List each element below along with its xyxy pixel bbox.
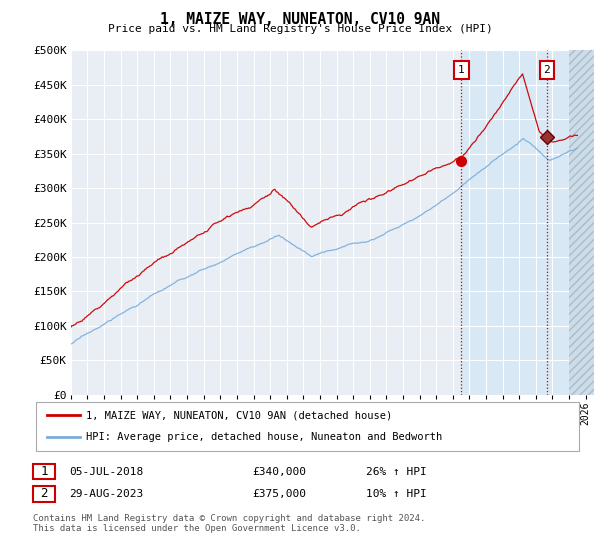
Text: 2: 2: [40, 487, 47, 501]
Text: 1: 1: [40, 465, 47, 478]
Text: 29-AUG-2023: 29-AUG-2023: [70, 489, 144, 499]
Text: Contains HM Land Registry data © Crown copyright and database right 2024.
This d: Contains HM Land Registry data © Crown c…: [33, 514, 425, 533]
Text: 05-JUL-2018: 05-JUL-2018: [70, 466, 144, 477]
Text: HPI: Average price, detached house, Nuneaton and Bedworth: HPI: Average price, detached house, Nune…: [86, 432, 442, 442]
Text: £340,000: £340,000: [252, 466, 306, 477]
Text: 26% ↑ HPI: 26% ↑ HPI: [366, 466, 427, 477]
Text: 1, MAIZE WAY, NUNEATON, CV10 9AN: 1, MAIZE WAY, NUNEATON, CV10 9AN: [160, 12, 440, 27]
Text: 10% ↑ HPI: 10% ↑ HPI: [366, 489, 427, 499]
Bar: [569, 50, 594, 395]
Text: Price paid vs. HM Land Registry's House Price Index (HPI): Price paid vs. HM Land Registry's House …: [107, 24, 493, 34]
Text: 1: 1: [458, 65, 465, 74]
Text: 2: 2: [544, 65, 550, 74]
Bar: [461, 50, 569, 395]
Text: £375,000: £375,000: [252, 489, 306, 499]
Text: 1, MAIZE WAY, NUNEATON, CV10 9AN (detached house): 1, MAIZE WAY, NUNEATON, CV10 9AN (detach…: [86, 410, 392, 421]
